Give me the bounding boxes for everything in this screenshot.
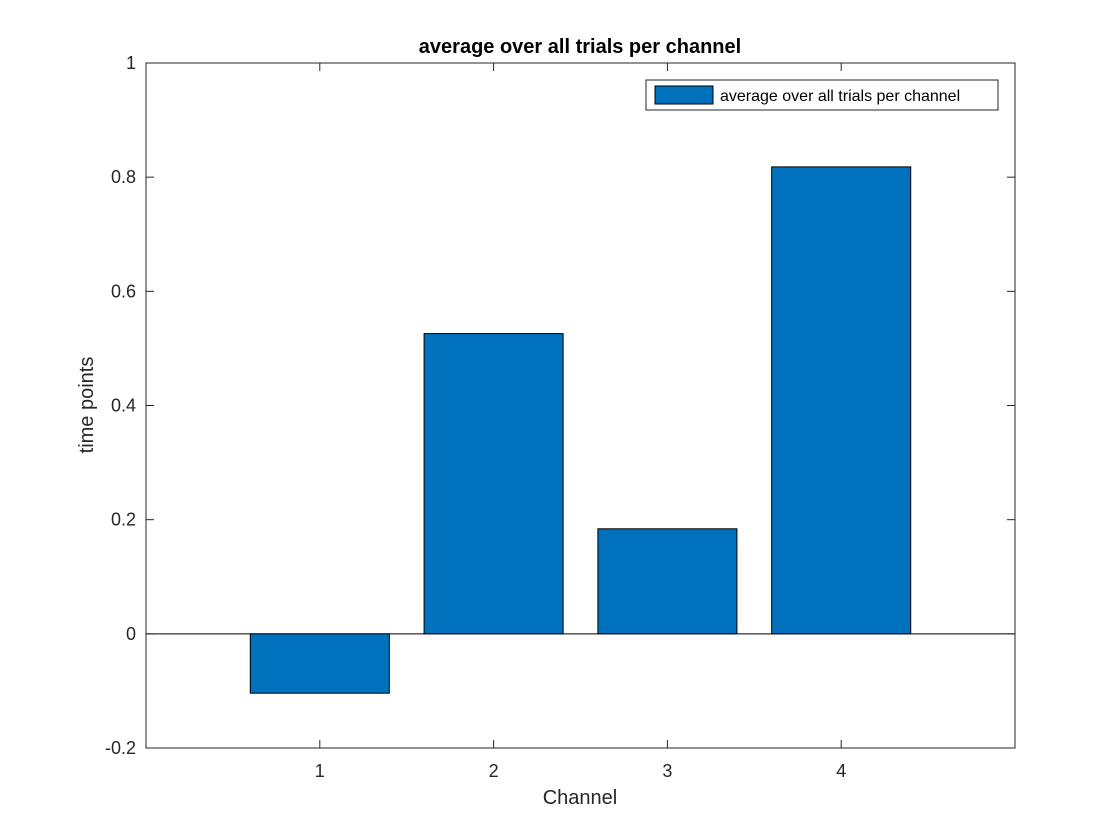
y-axis-label: time points <box>76 357 98 454</box>
x-tick-label: 1 <box>315 761 325 781</box>
legend-box <box>645 79 999 111</box>
legend-label: average over all trials per channel <box>720 88 960 105</box>
x-axis-label: Channel <box>543 787 618 809</box>
y-tick-label: 0.4 <box>111 396 136 416</box>
x-tick-label: 3 <box>662 761 672 781</box>
bar-channel-4 <box>771 166 912 635</box>
y-tick-label: 0.2 <box>111 510 136 530</box>
y-tick-label: 0 <box>126 624 136 644</box>
chart-title: average over all trials per channel <box>419 36 741 58</box>
bar-channel-2 <box>423 333 564 635</box>
bar-channel-1 <box>249 633 390 694</box>
y-tick-label: 0.6 <box>111 281 136 301</box>
legend-swatch <box>654 85 714 105</box>
y-tick-label: 0.8 <box>111 167 136 187</box>
bar-channel-3 <box>597 528 738 635</box>
y-tick-label: 1 <box>126 53 136 73</box>
x-tick-label: 4 <box>836 761 846 781</box>
x-tick-label: 2 <box>489 761 499 781</box>
y-tick-label: -0.2 <box>105 738 136 758</box>
legend: average over all trials per channel <box>645 79 999 111</box>
